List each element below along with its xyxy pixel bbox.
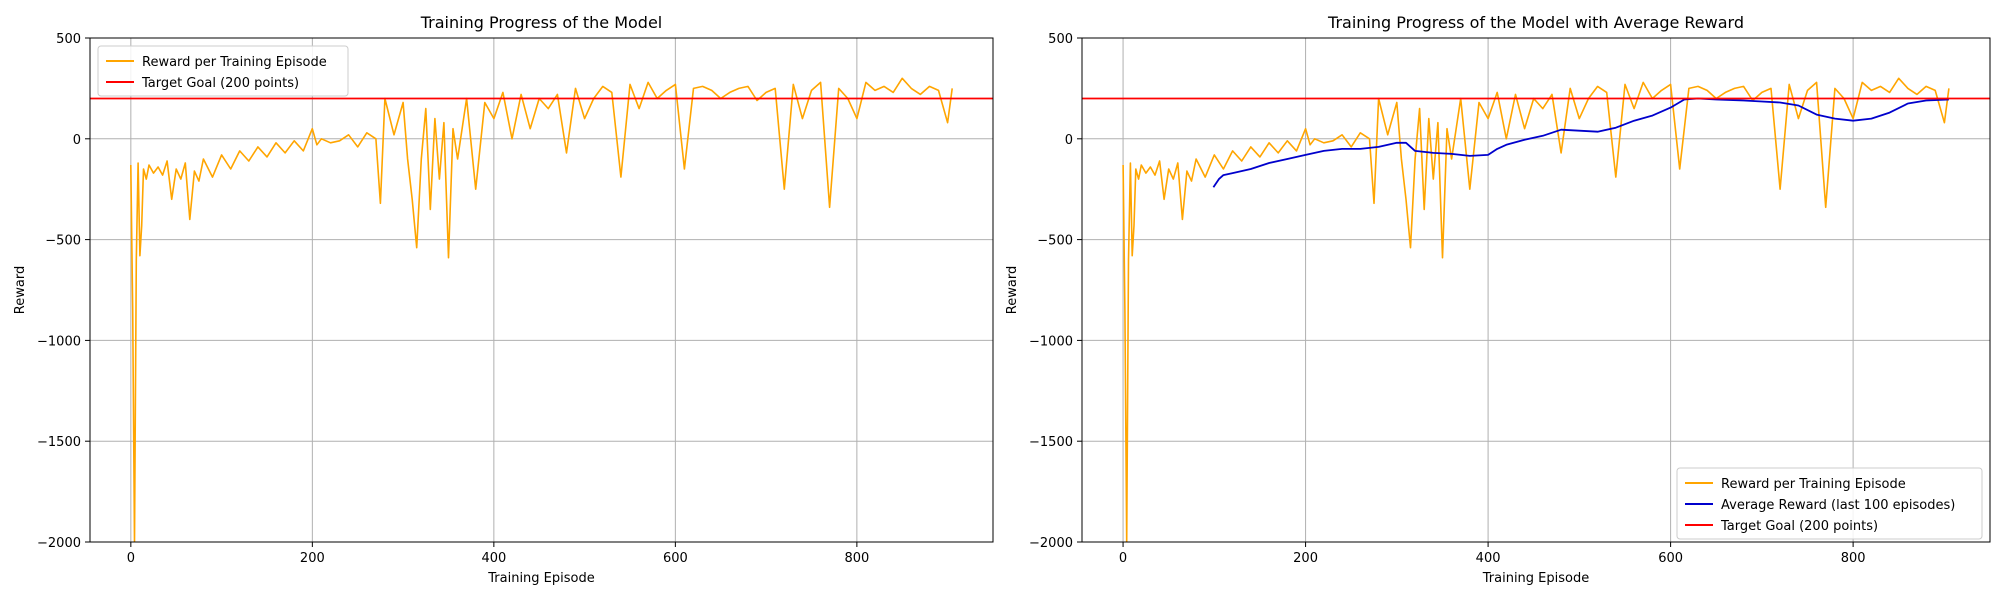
- y-tick-label: −1000: [37, 334, 81, 349]
- y-tick-label: −2000: [1029, 536, 1073, 551]
- x-tick-label: 600: [663, 551, 688, 566]
- legend-box: [1676, 467, 1983, 540]
- x-tick-label: 800: [1841, 551, 1866, 566]
- y-tick-label: −1500: [37, 435, 81, 450]
- y-tick-label: 0: [73, 133, 81, 148]
- chart-title: Training Progress of the Model with Aver…: [1327, 13, 1744, 32]
- legend-label: Average Reward (last 100 episodes): [1721, 498, 1955, 513]
- legend-label: Reward per Training Episode: [1721, 477, 1906, 492]
- y-tick-label: −500: [45, 234, 81, 249]
- x-tick-label: 200: [1293, 551, 1318, 566]
- x-tick-label: 0: [127, 551, 135, 566]
- x-tick-label: 400: [481, 551, 506, 566]
- y-tick-label: −500: [1037, 234, 1073, 249]
- x-tick-label: 400: [1476, 551, 1501, 566]
- y-tick-label: −2000: [37, 536, 81, 551]
- y-axis-label: Reward: [1005, 266, 1020, 314]
- series-line-0: [130, 77, 953, 542]
- x-tick-label: 0: [1119, 551, 1127, 566]
- left-chart: 0 200 400 600 800 500 0 −500 −1000 −1500 −2000 Trai…: [13, 13, 994, 586]
- legend: Reward per Training Episode Average Rewar…: [1676, 467, 1983, 540]
- x-tick-label: 800: [844, 551, 869, 566]
- legend: Reward per Training Episode Target Goal (…: [97, 45, 349, 97]
- y-tick-label: 500: [56, 32, 81, 47]
- series-group: [1082, 77, 1990, 542]
- x-axis-label: Training Episode: [1482, 571, 1589, 586]
- legend-label: Target Goal (200 points): [141, 76, 299, 91]
- x-tick-label: 200: [300, 551, 325, 566]
- y-tick-label: −1500: [1029, 435, 1073, 450]
- legend-label: Target Goal (200 points): [1720, 519, 1878, 534]
- y-tick-label: 500: [1048, 32, 1073, 47]
- legend-box: [97, 45, 349, 97]
- chart-title: Training Progress of the Model: [420, 13, 662, 32]
- x-tick-label: 600: [1658, 551, 1683, 566]
- axes-frame: [89, 37, 994, 543]
- axes-frame: [1081, 37, 1991, 543]
- series-group: [90, 77, 993, 542]
- y-tick-label: 0: [1065, 133, 1073, 148]
- y-axis-label: Reward: [13, 266, 28, 314]
- series-line-1: [1212, 97, 1949, 188]
- series-line-0: [1122, 77, 1950, 542]
- x-axis-label: Training Episode: [487, 571, 594, 586]
- right-chart: 0 200 400 600 800 500 0 −500 −1000 −1500 −2000 Trai…: [1005, 13, 1991, 586]
- y-tick-label: −1000: [1029, 334, 1073, 349]
- legend-label: Reward per Training Episode: [142, 55, 327, 70]
